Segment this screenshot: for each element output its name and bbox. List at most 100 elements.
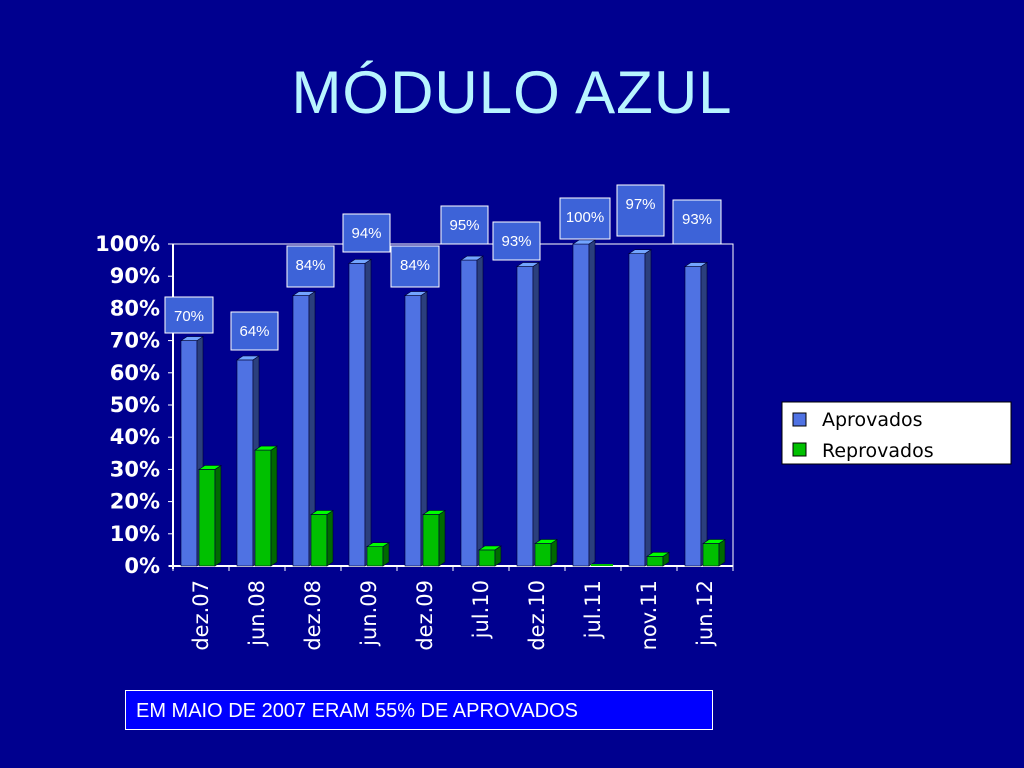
bar-aprovados-front	[292, 295, 310, 567]
bar-aprovados-side	[476, 255, 484, 567]
data-label: 93%	[501, 233, 531, 250]
bar-aprovados-front	[460, 259, 478, 567]
bar-aprovados-side	[532, 261, 540, 567]
data-label-box	[440, 205, 489, 245]
bar-aprovados-side	[364, 258, 372, 567]
bar-reprovados-front	[198, 469, 216, 567]
data-label-box	[559, 197, 611, 240]
bar-reprovados	[198, 464, 222, 567]
bar-reprovados-front	[422, 514, 440, 567]
data-label-box	[286, 245, 335, 288]
bar-reprovados-front	[366, 546, 384, 567]
data-label: 97%	[625, 196, 655, 213]
chart-labels: dez.07 70% jun.08 64% dez.08 84% jun.09 94% dez.…	[164, 184, 722, 651]
bar-aprovados-side	[700, 261, 708, 567]
note-box: EM MAIO DE 2007 ERAM 55% DE APROVADOS	[125, 690, 713, 730]
bar-aprovados	[684, 261, 708, 567]
bar-reprovados-top	[198, 465, 222, 470]
data-label: 70%	[174, 308, 204, 325]
bar-reprovados-side	[550, 538, 558, 567]
data-label-box	[342, 213, 391, 253]
data-label-box	[230, 311, 279, 351]
bar-reprovados-top	[254, 445, 278, 451]
bar-aprovados	[292, 290, 316, 567]
bar-reprovados-side	[214, 464, 222, 567]
data-label: 84%	[295, 257, 325, 274]
bar-aprovados-side	[588, 239, 596, 567]
x-category-label: dez.08	[301, 580, 325, 651]
bar-aprovados-top	[460, 255, 484, 261]
bar-aprovados-front	[684, 266, 702, 567]
bar-reprovados-front	[478, 549, 496, 567]
bar-aprovados-top	[236, 355, 260, 361]
bar-reprovados-side	[326, 509, 334, 567]
x-category-label: dez.09	[413, 580, 437, 651]
bar-reprovados	[478, 545, 502, 567]
legend-label-reprovados: Reprovados	[822, 440, 934, 462]
bar-reprovados-front	[702, 543, 720, 567]
bar-aprovados-front	[628, 253, 646, 567]
chart-bars	[180, 239, 726, 567]
data-label: 94%	[351, 225, 381, 242]
bar-aprovados	[572, 239, 596, 567]
bar-aprovados	[348, 258, 372, 567]
bar-reprovados-top	[478, 545, 502, 551]
x-category-label: nov.11	[637, 580, 661, 650]
bar-reprovados	[254, 445, 278, 567]
x-category-label: jun.08	[245, 580, 269, 647]
bar-aprovados	[516, 261, 540, 567]
data-label-box	[164, 296, 214, 334]
data-label-box	[390, 245, 440, 288]
data-label: 93%	[682, 211, 712, 228]
bar-reprovados	[422, 509, 446, 567]
y-tick-label: 60%	[110, 361, 160, 385]
y-tick-label: 100%	[95, 232, 160, 256]
data-label: 64%	[239, 323, 269, 340]
bar-reprovados-front	[310, 514, 328, 567]
bar-reprovados-top	[310, 510, 334, 515]
bar-reprovados-front	[646, 556, 664, 567]
bar-reprovados-front	[254, 449, 272, 567]
legend-label-aprovados: Aprovados	[822, 409, 923, 431]
bar-reprovados-side	[718, 538, 726, 567]
bar-reprovados-side	[270, 445, 278, 567]
bar-aprovados-front	[348, 263, 366, 567]
bar-aprovados-top	[572, 239, 596, 245]
x-category-label: jun.12	[693, 580, 717, 647]
bar-aprovados-top	[684, 262, 708, 267]
x-category-label: jun.09	[357, 580, 381, 647]
bar-reprovados-top	[646, 552, 670, 557]
bar-aprovados-side	[644, 249, 652, 567]
slide-title: MÓDULO AZUL	[291, 59, 733, 126]
legend-box	[781, 401, 1012, 465]
x-category-label: jul.11	[581, 580, 605, 639]
data-label-box	[672, 199, 722, 245]
data-label-box	[616, 184, 665, 237]
bar-aprovados-front	[404, 295, 422, 567]
x-category-label: dez.10	[525, 580, 549, 651]
bar-aprovados-front	[236, 359, 254, 567]
data-label: 100%	[566, 209, 604, 226]
legend-swatch-reprovados	[792, 442, 807, 457]
bar-reprovados-top	[422, 510, 446, 515]
data-label: 95%	[449, 217, 479, 234]
bar-aprovados-top	[516, 262, 540, 267]
y-tick-label: 50%	[110, 393, 160, 417]
bar-reprovados	[310, 509, 334, 567]
data-label: 84%	[400, 257, 430, 274]
bar-reprovados-top	[702, 539, 726, 544]
bar-aprovados-top	[292, 291, 316, 296]
chart-legend: Aprovados Reprovados	[781, 401, 1012, 465]
bar-aprovados-top	[404, 291, 428, 296]
bar-reprovados	[646, 551, 670, 567]
bar-reprovados	[534, 538, 558, 567]
x-category-label: jul.10	[469, 580, 493, 639]
y-tick-label: 90%	[110, 264, 160, 288]
bar-reprovados-side	[438, 509, 446, 567]
bar-aprovados	[404, 290, 428, 567]
bar-reprovados	[366, 542, 390, 567]
bar-reprovados	[702, 538, 726, 567]
bar-aprovados-top	[348, 259, 372, 264]
y-tick-label: 30%	[110, 457, 160, 481]
